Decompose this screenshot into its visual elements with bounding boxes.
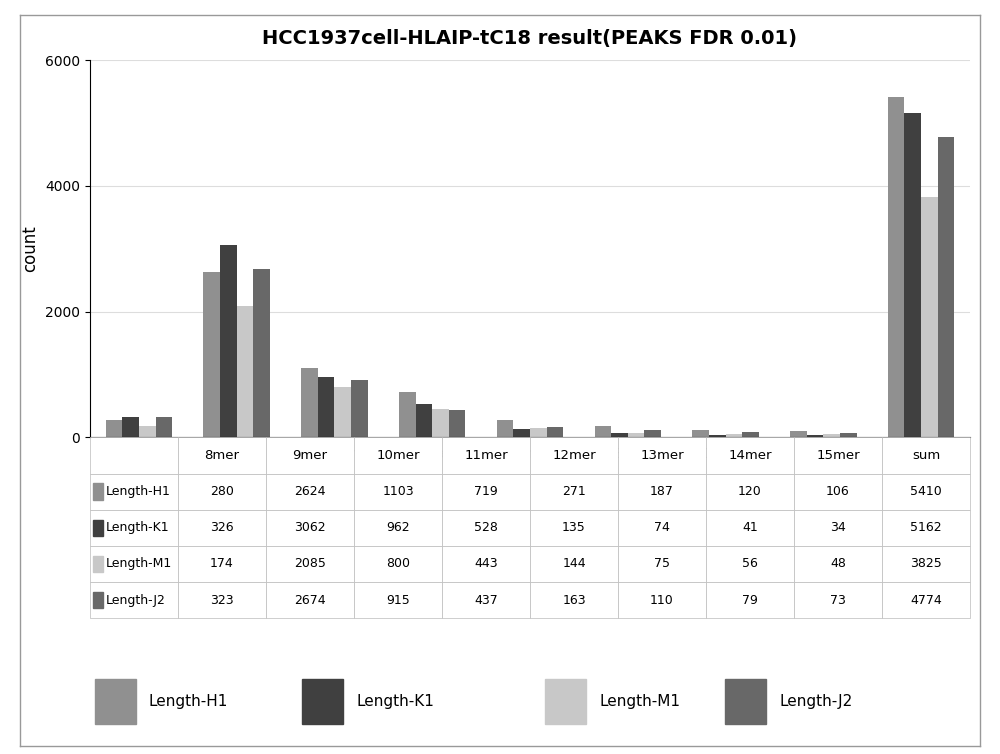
Bar bbox=[709, 435, 726, 437]
Text: Length-J2: Length-J2 bbox=[106, 593, 166, 607]
Bar bbox=[93, 483, 103, 500]
Text: Length-J2: Length-J2 bbox=[779, 694, 852, 709]
Bar bbox=[351, 380, 368, 437]
Text: Length-H1: Length-H1 bbox=[106, 485, 171, 498]
Bar bbox=[611, 433, 628, 437]
Bar bbox=[334, 387, 351, 437]
Bar bbox=[449, 410, 465, 437]
Bar bbox=[725, 679, 766, 724]
Bar bbox=[106, 420, 122, 437]
Bar bbox=[416, 404, 432, 437]
Text: Length-M1: Length-M1 bbox=[599, 694, 680, 709]
Bar bbox=[497, 420, 513, 437]
Bar bbox=[318, 377, 334, 437]
Title: HCC1937cell-HLAIP-tC18 result(PEAKS FDR 0.01): HCC1937cell-HLAIP-tC18 result(PEAKS FDR … bbox=[262, 29, 798, 48]
Text: Length-K1: Length-K1 bbox=[106, 521, 169, 535]
Bar bbox=[399, 392, 416, 437]
Bar bbox=[888, 97, 904, 437]
Y-axis label: count: count bbox=[22, 225, 40, 272]
Bar bbox=[823, 434, 840, 437]
Bar bbox=[545, 679, 586, 724]
Bar bbox=[93, 592, 103, 608]
Bar bbox=[644, 431, 661, 437]
Text: Length-H1: Length-H1 bbox=[149, 694, 228, 709]
Bar bbox=[432, 409, 449, 437]
Bar bbox=[139, 427, 156, 437]
Bar bbox=[156, 417, 172, 437]
Bar bbox=[301, 368, 318, 437]
Bar bbox=[513, 429, 530, 437]
Bar bbox=[742, 432, 759, 437]
Bar bbox=[530, 428, 547, 437]
Bar bbox=[840, 433, 857, 437]
Bar bbox=[790, 431, 807, 437]
Bar bbox=[302, 679, 343, 724]
Bar bbox=[203, 272, 220, 437]
Bar bbox=[726, 434, 742, 437]
Bar bbox=[692, 430, 709, 437]
Bar bbox=[93, 556, 103, 572]
Bar bbox=[904, 113, 921, 437]
Bar bbox=[122, 417, 139, 437]
Bar bbox=[253, 269, 270, 437]
Bar bbox=[807, 435, 823, 437]
Bar bbox=[628, 433, 644, 437]
Bar bbox=[95, 679, 136, 724]
Bar bbox=[595, 425, 611, 437]
Bar bbox=[220, 245, 237, 437]
Bar bbox=[938, 137, 954, 437]
Bar bbox=[237, 306, 253, 437]
Text: Length-M1: Length-M1 bbox=[106, 557, 172, 571]
Bar bbox=[547, 427, 563, 437]
Text: Length-K1: Length-K1 bbox=[356, 694, 434, 709]
Bar bbox=[93, 520, 103, 536]
Bar bbox=[921, 197, 938, 437]
